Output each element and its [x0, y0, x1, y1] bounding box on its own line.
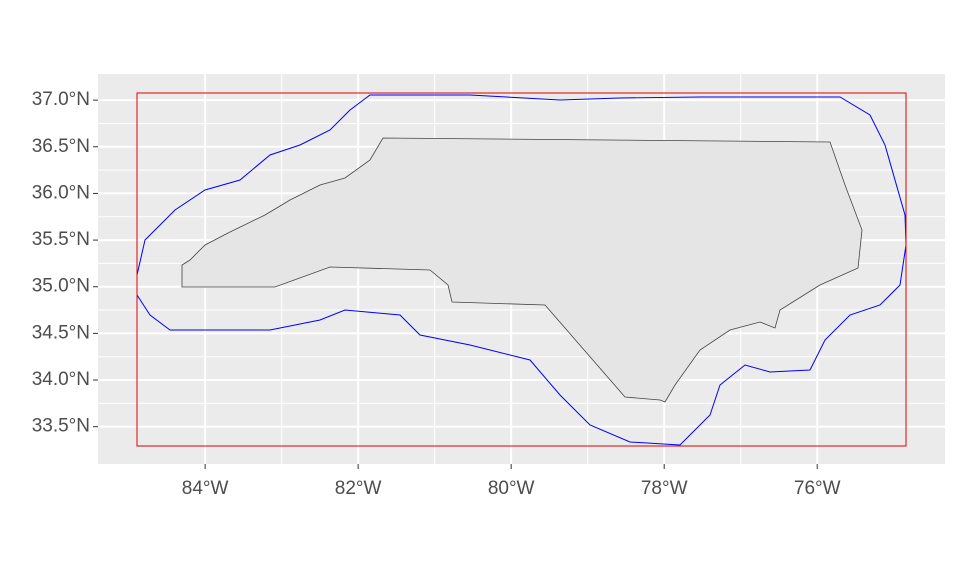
x-tick-label: 76°W: [794, 478, 841, 499]
y-tick-label: 33.5°N: [32, 416, 90, 437]
bounding-box: [136, 92, 907, 447]
y-tick-label: 34.0°N: [32, 369, 90, 390]
state-outline: [181, 137, 863, 403]
y-tick-label: 36.0°N: [32, 182, 90, 203]
y-tick-label: 35.5°N: [32, 229, 90, 250]
x-tick-label: 82°W: [335, 478, 382, 499]
x-tick-label: 80°W: [488, 478, 535, 499]
y-tick-label: 36.5°N: [32, 136, 90, 157]
buffer-outline: [136, 94, 907, 446]
y-tick-label: 37.0°N: [32, 89, 90, 110]
x-tick-label: 78°W: [641, 478, 688, 499]
x-tick-label: 84°W: [182, 478, 229, 499]
y-tick-label: 34.5°N: [32, 322, 90, 343]
y-tick-label: 35.0°N: [32, 276, 90, 297]
